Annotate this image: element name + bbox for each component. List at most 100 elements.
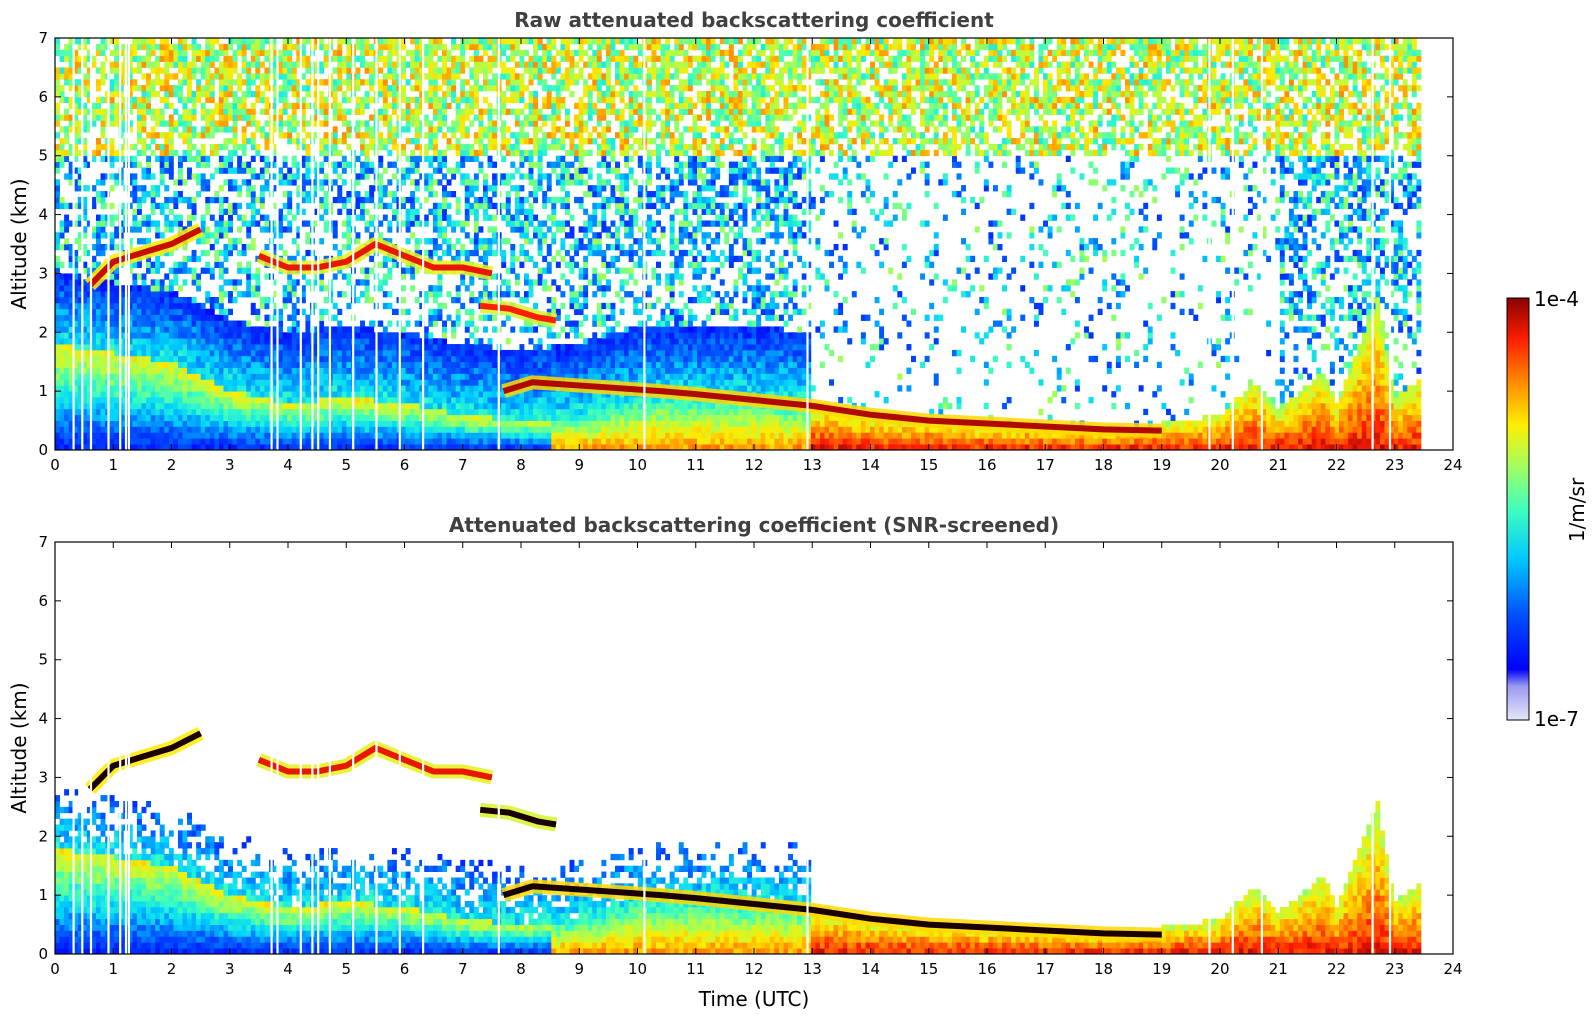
heatmap-cell: [501, 414, 507, 421]
heatmap-cell: [341, 397, 347, 404]
heatmap-cell: [419, 49, 425, 57]
heatmap-cell: [460, 43, 466, 51]
heatmap-cell: [177, 96, 183, 104]
heatmap-cell: [218, 397, 224, 404]
heatmap-cell: [82, 102, 88, 110]
heatmap-cell: [95, 355, 101, 363]
heatmap-cell: [259, 414, 265, 421]
heatmap-cell: [464, 43, 470, 51]
heatmap-cell: [155, 373, 161, 380]
heatmap-cell: [478, 314, 484, 321]
heatmap-cell: [259, 332, 265, 339]
heatmap-cell: [391, 426, 397, 433]
heatmap-cell: [223, 161, 229, 168]
heatmap-cell: [246, 338, 252, 345]
heatmap-cell: [95, 291, 101, 298]
heatmap-cell: [177, 155, 183, 162]
heatmap-cell: [200, 179, 206, 186]
heatmap-cell: [473, 344, 479, 351]
heatmap-cell: [77, 126, 83, 133]
heatmap-cell: [68, 361, 74, 368]
heatmap-cell: [136, 67, 142, 74]
heatmap-cell: [405, 49, 411, 57]
heatmap-cell: [205, 408, 211, 416]
heatmap-cell: [332, 132, 338, 139]
heatmap-cell: [346, 349, 352, 357]
heatmap-cell: [73, 49, 79, 57]
heatmap-cell: [182, 138, 188, 145]
heatmap-cell: [360, 214, 366, 221]
heatmap-cell: [127, 285, 133, 292]
heatmap-cell: [136, 38, 142, 45]
heatmap-cell: [487, 79, 493, 86]
heatmap-cell: [414, 320, 420, 327]
heatmap-cell: [414, 249, 420, 257]
heatmap-cell: [255, 73, 261, 80]
heatmap-cell: [378, 397, 384, 404]
heatmap-cell: [150, 149, 156, 157]
heatmap-cell: [109, 155, 115, 162]
heatmap-cell: [501, 108, 507, 115]
heatmap-cell: [492, 226, 498, 233]
heatmap-cell: [469, 55, 475, 62]
heatmap-cell: [296, 208, 302, 215]
heatmap-cell: [68, 391, 74, 398]
heatmap-cell: [501, 444, 507, 450]
heatmap-cell: [259, 79, 265, 86]
heatmap-cell: [264, 120, 270, 127]
heatmap-cell: [259, 338, 265, 345]
heatmap-cell: [319, 420, 325, 427]
heatmap-cell: [487, 379, 493, 386]
heatmap-cell: [250, 432, 256, 439]
heatmap-cell: [228, 367, 233, 374]
heatmap-cell: [296, 249, 302, 257]
heatmap-cell: [86, 38, 92, 45]
heatmap-cell: [382, 202, 388, 210]
heatmap-cell: [455, 238, 461, 245]
heatmap-cell: [364, 273, 370, 280]
heatmap-cell: [150, 338, 156, 345]
heatmap-cell: [414, 96, 420, 104]
heatmap-cell: [159, 391, 165, 398]
heatmap-cell: [405, 414, 411, 421]
heatmap-cell: [287, 444, 293, 450]
heatmap-cell: [296, 391, 302, 398]
heatmap-cell: [323, 179, 329, 186]
heatmap-cell: [323, 385, 329, 392]
heatmap-cell: [432, 38, 438, 45]
heatmap-cell: [214, 167, 220, 174]
heatmap-cell: [250, 185, 256, 192]
heatmap-cell: [59, 326, 65, 333]
heatmap-cell: [232, 108, 238, 115]
heatmap-cell: [446, 138, 452, 145]
heatmap-cell: [360, 326, 366, 333]
heatmap-cell: [273, 120, 279, 127]
heatmap-cell: [114, 120, 120, 127]
heatmap-cell: [237, 326, 243, 333]
heatmap-cell: [141, 367, 147, 374]
heatmap-cell: [91, 344, 97, 351]
heatmap-cell: [355, 102, 361, 110]
heatmap-cell: [487, 143, 493, 151]
heatmap-cell: [173, 338, 179, 345]
heatmap-cell: [442, 202, 447, 210]
heatmap-cell: [487, 291, 493, 298]
heatmap-cell: [132, 179, 138, 186]
heatmap-cell: [478, 385, 484, 392]
heatmap-cell: [391, 361, 397, 368]
heatmap-cell: [182, 79, 188, 86]
heatmap-cell: [492, 132, 498, 139]
heatmap-cell: [278, 208, 284, 215]
heatmap-cell: [196, 79, 202, 86]
heatmap-cell: [282, 108, 288, 115]
heatmap-cell: [501, 320, 507, 327]
heatmap-cell: [200, 397, 206, 404]
heatmap-cell: [432, 308, 438, 316]
heatmap-cell: [332, 96, 338, 104]
heatmap-cell: [337, 73, 343, 80]
heatmap-cell: [501, 432, 507, 439]
heatmap-cell: [228, 379, 233, 386]
heatmap-cell: [100, 114, 106, 121]
heatmap-cell: [300, 120, 306, 127]
heatmap-cell: [483, 285, 488, 292]
